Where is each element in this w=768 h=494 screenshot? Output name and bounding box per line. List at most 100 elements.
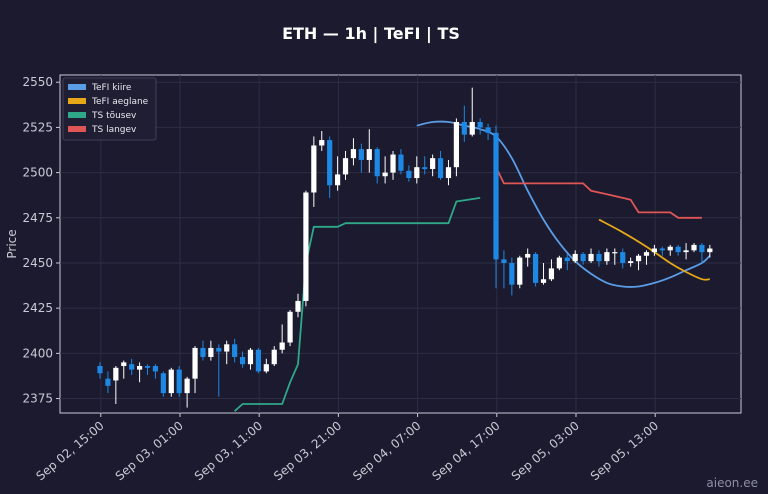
candle-up	[342, 158, 349, 175]
candle-up	[279, 342, 285, 350]
x-tick-label: Sep 04, 17:00	[429, 419, 502, 484]
y-axis-label: Price	[5, 229, 19, 258]
x-tick-label: Sep 02, 15:00	[33, 419, 106, 484]
candle-up	[168, 369, 174, 394]
candle-up	[445, 167, 452, 179]
y-tick-label: 2525	[22, 120, 53, 134]
candle-up	[556, 257, 562, 269]
candle-up	[263, 364, 269, 372]
candle-down	[374, 149, 380, 177]
candle-down	[176, 369, 182, 394]
candle-down	[699, 244, 705, 253]
candle-up	[208, 347, 214, 357]
line-ts-down	[495, 166, 702, 219]
candle-down	[200, 347, 206, 357]
candle-down	[659, 248, 665, 251]
legend: TeFI kiire TeFI aeglane TS tõusev TS langev	[62, 77, 157, 141]
candle-up	[707, 248, 713, 253]
candle-up	[525, 253, 531, 258]
candle-down	[493, 132, 499, 260]
candle-up	[453, 121, 459, 168]
x-tick-label: Sep 03, 01:00	[113, 419, 186, 484]
candle-down	[596, 253, 602, 262]
candle-up	[643, 252, 650, 256]
candle-down	[675, 246, 681, 253]
legend-label: TeFI kiire	[91, 83, 132, 93]
y-tick-label: 2375	[22, 392, 53, 406]
x-tick-label: Sep 05, 13:00	[588, 419, 661, 484]
candle-down	[509, 262, 515, 285]
candle-down	[129, 364, 135, 370]
candle-up	[382, 172, 388, 177]
y-tick-label: 2450	[22, 256, 53, 270]
candle-down	[580, 253, 586, 262]
candle-up	[604, 252, 610, 262]
candle-down	[97, 366, 103, 374]
candle-down	[239, 356, 246, 365]
x-tick-label: Sep 05, 03:00	[509, 419, 582, 484]
candle-up	[612, 252, 618, 254]
legend-swatch	[68, 98, 86, 104]
candle-up	[414, 167, 420, 179]
candle-down	[358, 149, 364, 160]
candle-down	[398, 154, 404, 171]
candle-up	[540, 279, 547, 283]
x-tick-label: Sep 03, 21:00	[271, 419, 344, 484]
candle-up	[691, 244, 697, 251]
candle-down	[160, 373, 166, 394]
line-tefi-slow	[598, 218, 710, 281]
legend-label: TS tõusev	[91, 111, 137, 121]
candle-down	[485, 127, 491, 133]
candle-up	[683, 250, 689, 253]
chart-title: ETH — 1h | TeFI | TS	[282, 24, 460, 44]
candle-up	[469, 121, 475, 135]
candle-down	[327, 140, 333, 186]
legend-label: TeFI aeglane	[91, 97, 149, 107]
y-tick-label: 2475	[22, 211, 53, 225]
candle-down	[105, 378, 111, 386]
x-tick-label: Sep 03, 11:00	[192, 419, 265, 484]
legend-swatch	[68, 126, 86, 132]
candle-up	[295, 300, 301, 312]
candles	[97, 87, 713, 408]
candle-up	[667, 246, 673, 251]
candle-up	[517, 257, 523, 285]
line-tefi-fast	[416, 120, 711, 288]
candle-down	[477, 121, 483, 128]
legend-box	[62, 77, 157, 141]
candle-up	[572, 253, 578, 262]
candle-down	[564, 257, 570, 262]
candle-up	[303, 192, 309, 301]
candle-up	[366, 149, 372, 160]
grid	[60, 75, 741, 413]
candle-down	[144, 366, 151, 368]
legend-swatch	[68, 112, 86, 118]
candle-up	[247, 349, 254, 365]
y-tick-label: 2500	[22, 166, 53, 180]
candle-down	[620, 252, 626, 263]
candle-up	[319, 140, 325, 146]
watermark: aieon.ee	[706, 476, 758, 490]
candle-up	[224, 344, 230, 352]
candle-up	[113, 367, 119, 381]
candle-up	[548, 268, 555, 280]
x-axis: Sep 02, 15:00 Sep 03, 01:00 Sep 03, 11:00 S…	[33, 413, 661, 483]
candle-up	[651, 248, 657, 253]
candle-down	[232, 344, 238, 357]
y-tick-label: 2425	[22, 301, 53, 315]
candle-up	[430, 158, 436, 169]
candle-down	[255, 349, 261, 372]
candle-up	[635, 255, 642, 262]
line-ts-up	[233, 197, 481, 412]
candle-down	[216, 347, 222, 352]
candle-up	[192, 347, 198, 379]
candle-down	[422, 167, 428, 169]
candle-up	[137, 366, 143, 370]
plot-area	[59, 74, 742, 414]
candle-down	[152, 366, 159, 372]
candle-up	[335, 174, 341, 186]
candle-down	[437, 158, 444, 179]
candle-down	[406, 170, 412, 179]
candle-down	[533, 253, 539, 283]
x-tick-label: Sep 04, 07:00	[350, 419, 423, 484]
